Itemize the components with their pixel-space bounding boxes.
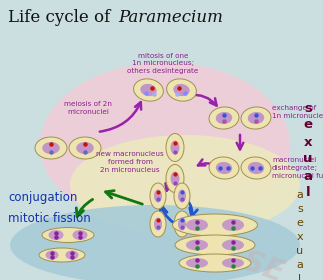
Text: a: a: [297, 260, 303, 270]
Text: Paramecium: Paramecium: [118, 10, 223, 27]
Text: meiosis of 2n
micronuclei: meiosis of 2n micronuclei: [64, 101, 112, 115]
Ellipse shape: [178, 190, 186, 202]
Ellipse shape: [46, 251, 58, 260]
Ellipse shape: [167, 79, 196, 101]
Ellipse shape: [39, 248, 85, 262]
Text: mitosis of one
1n micronucleus;
others desintegrate: mitosis of one 1n micronucleus; others d…: [127, 53, 199, 74]
Ellipse shape: [40, 62, 290, 227]
Ellipse shape: [154, 218, 162, 230]
Ellipse shape: [173, 84, 190, 96]
Ellipse shape: [154, 190, 162, 202]
Ellipse shape: [150, 183, 166, 209]
Ellipse shape: [216, 112, 232, 124]
Text: macronuclei
disintegrate;
micronuclei fuse: macronuclei disintegrate; micronuclei fu…: [272, 157, 323, 179]
Ellipse shape: [186, 219, 208, 231]
Ellipse shape: [76, 142, 94, 154]
Ellipse shape: [166, 134, 184, 162]
Text: x: x: [304, 136, 312, 148]
Text: exchange of
1n micronuclei: exchange of 1n micronuclei: [272, 105, 323, 119]
Text: e: e: [297, 218, 303, 228]
Ellipse shape: [175, 235, 255, 255]
Ellipse shape: [174, 211, 190, 237]
Text: a: a: [304, 169, 312, 183]
Ellipse shape: [172, 214, 257, 236]
Ellipse shape: [179, 254, 251, 272]
Ellipse shape: [209, 157, 239, 179]
Ellipse shape: [248, 162, 264, 174]
Ellipse shape: [42, 227, 94, 242]
Ellipse shape: [171, 171, 180, 186]
Text: l: l: [306, 186, 310, 199]
Ellipse shape: [209, 107, 239, 129]
Ellipse shape: [222, 258, 244, 268]
Ellipse shape: [42, 142, 60, 154]
Text: NEASE: NEASE: [172, 222, 288, 280]
Text: mitotic fission: mitotic fission: [8, 211, 91, 225]
Ellipse shape: [134, 79, 163, 101]
Ellipse shape: [166, 165, 184, 193]
Ellipse shape: [222, 239, 244, 251]
Ellipse shape: [171, 141, 180, 155]
Text: s: s: [297, 204, 303, 214]
Text: conjugation: conjugation: [8, 192, 78, 204]
Ellipse shape: [35, 137, 67, 159]
Text: Life cycle of: Life cycle of: [7, 10, 115, 27]
Text: a: a: [297, 190, 303, 200]
Ellipse shape: [140, 84, 157, 96]
Text: u: u: [303, 153, 313, 165]
Ellipse shape: [70, 135, 300, 235]
Text: u: u: [297, 246, 304, 256]
Ellipse shape: [186, 258, 208, 268]
Ellipse shape: [10, 205, 300, 280]
Text: l: l: [298, 274, 302, 280]
Ellipse shape: [66, 251, 78, 260]
Ellipse shape: [186, 239, 208, 251]
Ellipse shape: [72, 230, 88, 240]
Text: s: s: [304, 102, 312, 115]
Ellipse shape: [69, 137, 101, 159]
Ellipse shape: [48, 230, 64, 240]
Ellipse shape: [174, 183, 190, 209]
Ellipse shape: [241, 107, 271, 129]
Ellipse shape: [178, 218, 186, 230]
Ellipse shape: [216, 162, 232, 174]
Ellipse shape: [222, 219, 244, 231]
Ellipse shape: [241, 157, 271, 179]
Ellipse shape: [248, 112, 264, 124]
Text: x: x: [297, 232, 303, 242]
Ellipse shape: [150, 211, 166, 237]
Text: new macronucleus
formed from
2n micronucleus: new macronucleus formed from 2n micronuc…: [96, 151, 164, 172]
Text: e: e: [304, 118, 312, 132]
